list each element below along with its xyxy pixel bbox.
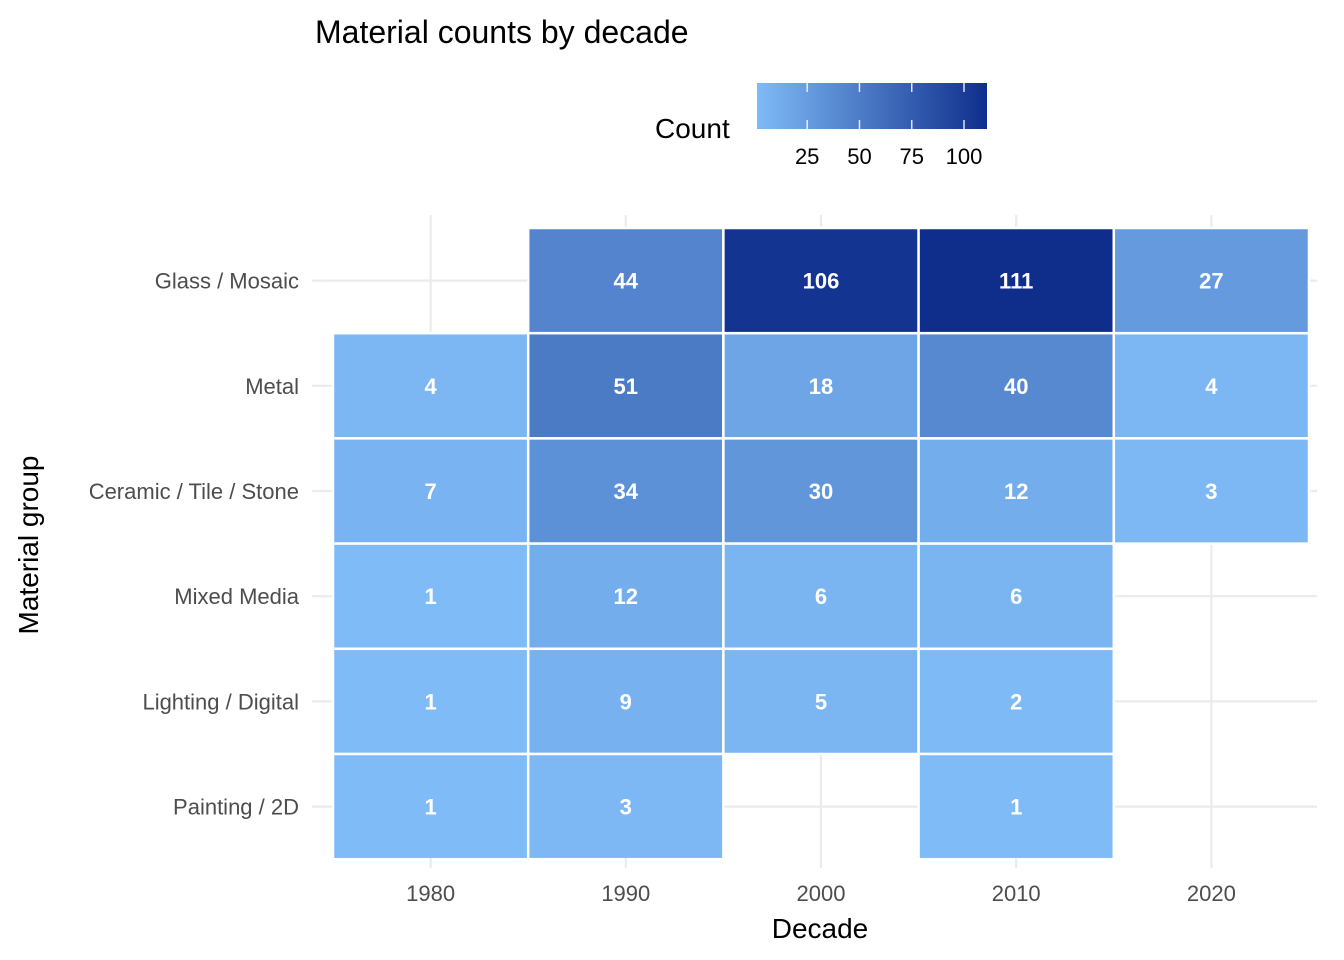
cell-value-label: 111 <box>999 269 1033 294</box>
cell-value-label: 27 <box>1199 269 1223 294</box>
cell-value-label: 40 <box>1004 374 1028 399</box>
cell-value-label: 18 <box>809 374 833 399</box>
heatmap-cell <box>526 752 725 861</box>
cell-value-label: 51 <box>614 374 638 399</box>
legend-title: Count <box>655 113 730 144</box>
legend-tick-label: 75 <box>899 144 923 169</box>
y-tick-label: Glass / Mosaic <box>155 269 299 294</box>
cell-value-label: 30 <box>809 479 833 504</box>
cell-value-label: 5 <box>815 689 827 714</box>
heatmap-cell <box>917 226 1116 335</box>
color-legend: Count 25 50 75 100 <box>655 83 987 169</box>
heatmap-cell <box>1112 331 1311 440</box>
cell-value-label: 106 <box>803 269 840 294</box>
heatmap-cell <box>331 437 530 545</box>
x-tick-label: 2010 <box>992 881 1041 906</box>
heatmap-cell <box>526 437 725 545</box>
heatmap-cell <box>331 331 530 440</box>
heatmap-cell <box>1112 226 1311 335</box>
heatmap-cell <box>331 542 530 651</box>
y-tick-label: Mixed Media <box>174 584 299 609</box>
legend-colorbar <box>757 83 987 129</box>
cell-value-label: 1 <box>424 795 436 820</box>
cell-value-label: 2 <box>1010 689 1022 714</box>
heatmap-cells <box>331 226 1311 861</box>
heatmap-cell-labels: 44 106 111 27 4 51 18 40 4 7 34 30 12 3 1 12 6 6 1 9 5 2 1 3 1 <box>424 269 1223 820</box>
legend-tick-label: 25 <box>795 144 819 169</box>
cell-value-label: 12 <box>614 584 638 609</box>
y-tick-label: Painting / 2D <box>173 795 299 820</box>
y-axis-title: Material group <box>13 456 44 635</box>
cell-value-label: 34 <box>614 479 639 504</box>
cell-value-label: 6 <box>815 584 827 609</box>
y-tick-label: Metal <box>245 374 299 399</box>
legend-tick-label: 100 <box>946 144 983 169</box>
x-tick-label: 2020 <box>1187 881 1236 906</box>
heatmap-cell <box>1112 437 1311 545</box>
cell-value-label: 3 <box>620 795 632 820</box>
heatmap-cell <box>917 542 1116 651</box>
heatmap-cell <box>722 647 920 756</box>
x-axis: 1980 1990 2000 2010 2020 <box>406 858 1236 906</box>
heatmap-cell <box>722 331 920 440</box>
cell-value-label: 3 <box>1205 479 1217 504</box>
cell-value-label: 1 <box>424 584 436 609</box>
heatmap-cell <box>331 752 530 861</box>
cell-value-label: 7 <box>424 479 436 504</box>
cell-value-label: 1 <box>424 689 436 714</box>
cell-value-label: 12 <box>1004 479 1028 504</box>
x-tick-label: 1980 <box>406 881 455 906</box>
heatmap-cell <box>526 647 725 756</box>
cell-value-label: 44 <box>614 269 639 294</box>
chart-title: Material counts by decade <box>315 14 689 50</box>
heatmap-cell <box>917 647 1116 756</box>
x-axis-title: Decade <box>772 913 869 944</box>
y-axis: Glass / Mosaic Metal Ceramic / Tile / Ston… <box>89 269 326 820</box>
heatmap-cell <box>917 752 1116 861</box>
cell-value-label: 4 <box>424 374 437 399</box>
legend-tick-label: 50 <box>847 144 871 169</box>
cell-value-label: 9 <box>620 689 632 714</box>
heatmap-cell <box>526 226 725 335</box>
y-tick-label: Ceramic / Tile / Stone <box>89 479 299 504</box>
cell-value-label: 1 <box>1010 795 1022 820</box>
cell-value-label: 6 <box>1010 584 1022 609</box>
x-tick-label: 1990 <box>601 881 650 906</box>
heatmap-cell <box>722 226 920 335</box>
heatmap-cell <box>917 331 1116 440</box>
x-tick-label: 2000 <box>797 881 846 906</box>
cell-value-label: 4 <box>1205 374 1218 399</box>
y-tick-label: Lighting / Digital <box>142 689 299 714</box>
